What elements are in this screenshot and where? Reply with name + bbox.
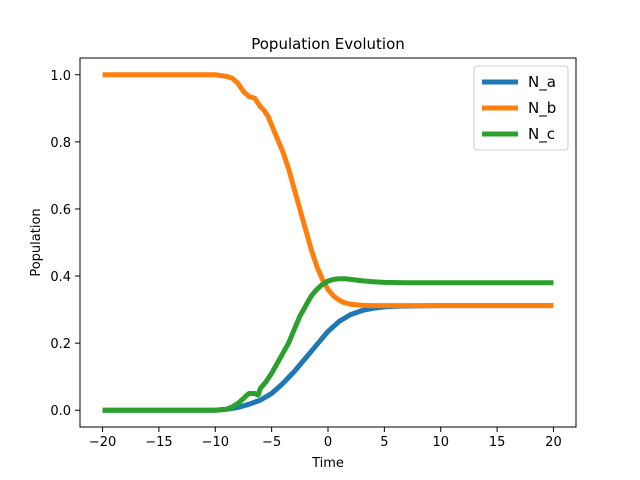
legend-frame [473,65,569,151]
legend: N_a N_b N_c [473,65,569,151]
x-tick-label: −10 [202,435,229,450]
series-line-n-c [102,276,554,413]
series-line-n-b [102,72,554,309]
x-tick-label: 15 [489,435,506,450]
y-tick-label: 0.4 [50,270,71,285]
x-tick-label: 0 [324,435,332,450]
series-layer [102,72,554,413]
y-tick-label: 0.8 [50,136,71,151]
x-tick-label: 5 [380,435,388,450]
legend-label: N_b [528,99,556,118]
x-tick-label: 20 [545,435,562,450]
x-tick-label: −5 [262,435,281,450]
y-tick-label: 0.2 [50,337,71,352]
x-tick-label: −20 [89,435,116,450]
x-axis: −20 −15 −10 −5 0 5 10 15 20 [89,427,562,450]
y-tick-label: 0.0 [50,404,71,419]
legend-label: N_a [528,73,556,92]
chart-title: Population Evolution [251,35,405,53]
x-tick-label: −15 [145,435,172,450]
y-tick-label: 1.0 [50,69,71,84]
y-axis-title: Population [29,208,44,276]
x-tick-label: 10 [432,435,449,450]
y-axis: 0.0 0.2 0.4 0.6 0.8 1.0 [50,69,80,419]
legend-label: N_c [528,125,555,144]
y-tick-label: 0.6 [50,203,71,218]
x-axis-title: Time [311,456,344,471]
